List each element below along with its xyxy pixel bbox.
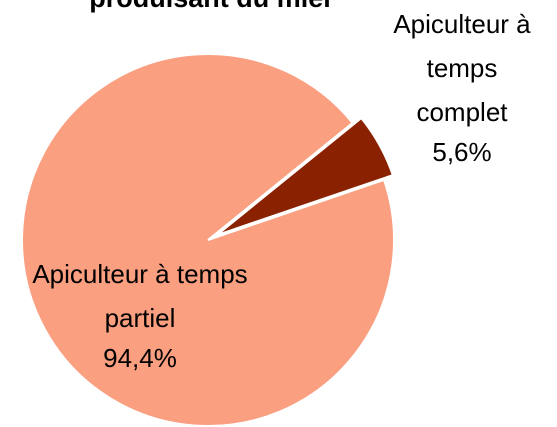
chart-title: produisant du miel [0, 0, 420, 14]
category-label: Apiculteur à temps partiel [32, 259, 248, 333]
value-label: 5,6% [432, 137, 492, 167]
slice-label: Apiculteur à temps complet 5,6% [382, 2, 542, 170]
value-label: 94,4% [103, 343, 177, 373]
pie-slice [21, 53, 395, 427]
category-label: Apiculteur à temps complet [393, 9, 531, 127]
slice-label: Apiculteur à temps partiel 94,4% [30, 252, 250, 376]
pie-slice [216, 116, 395, 237]
